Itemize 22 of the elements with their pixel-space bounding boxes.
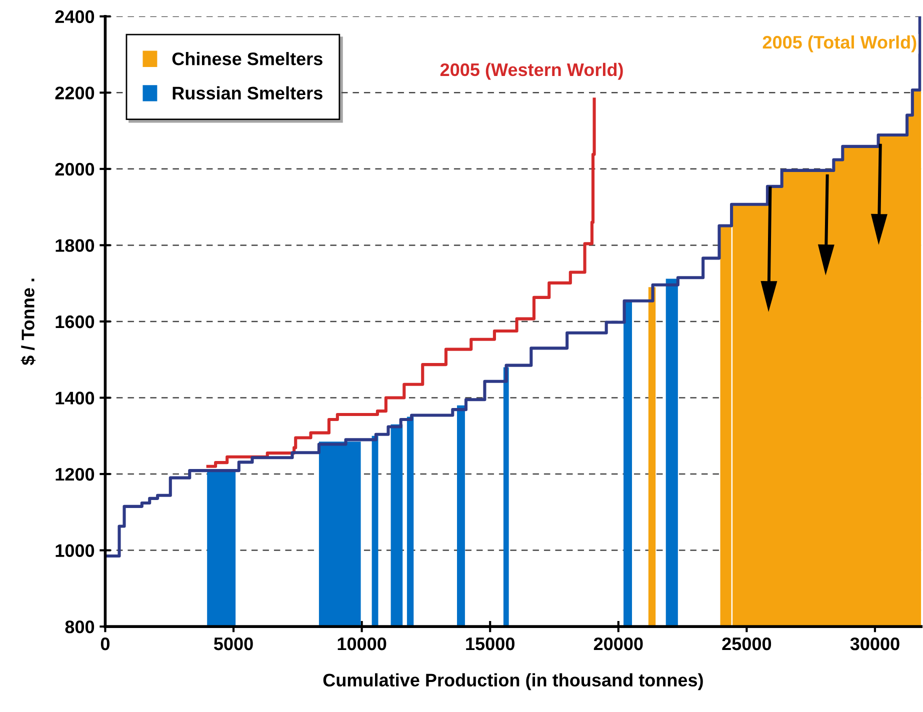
x-tick-label: 20000 — [594, 637, 643, 650]
y-tick-label: 2000 — [55, 162, 94, 176]
y-tick-label: 1000 — [56, 544, 94, 558]
x-tick-label: 5000 — [214, 637, 253, 650]
legend-label: Russian Smelters — [172, 86, 322, 100]
x-tick-label: 30000 — [850, 637, 900, 650]
x-tick-label: 25000 — [722, 637, 772, 650]
y-tick-label: 1400 — [56, 392, 94, 404]
y-tick-label: 2200 — [55, 86, 94, 100]
annotation: 2005 (Total World) — [762, 35, 916, 52]
y-tick-label: 1600 — [56, 315, 94, 328]
y-axis-title: $ / Tonne . — [20, 278, 36, 366]
legend-label: Chinese Smelters — [172, 52, 322, 66]
y-tick-label: 800 — [65, 620, 94, 634]
annotation: 2005 (Western World) — [440, 62, 623, 80]
x-tick-label: 15000 — [466, 637, 514, 650]
x-tick-label: 10000 — [338, 637, 386, 650]
x-tick-label: 0 — [100, 637, 110, 650]
y-tick-label: 1200 — [56, 468, 94, 481]
y-tick-label: 1800 — [56, 239, 94, 252]
y-tick-label: 2400 — [55, 10, 94, 24]
x-axis-title: Cumulative Production (in thousand tonnes) — [323, 673, 703, 690]
